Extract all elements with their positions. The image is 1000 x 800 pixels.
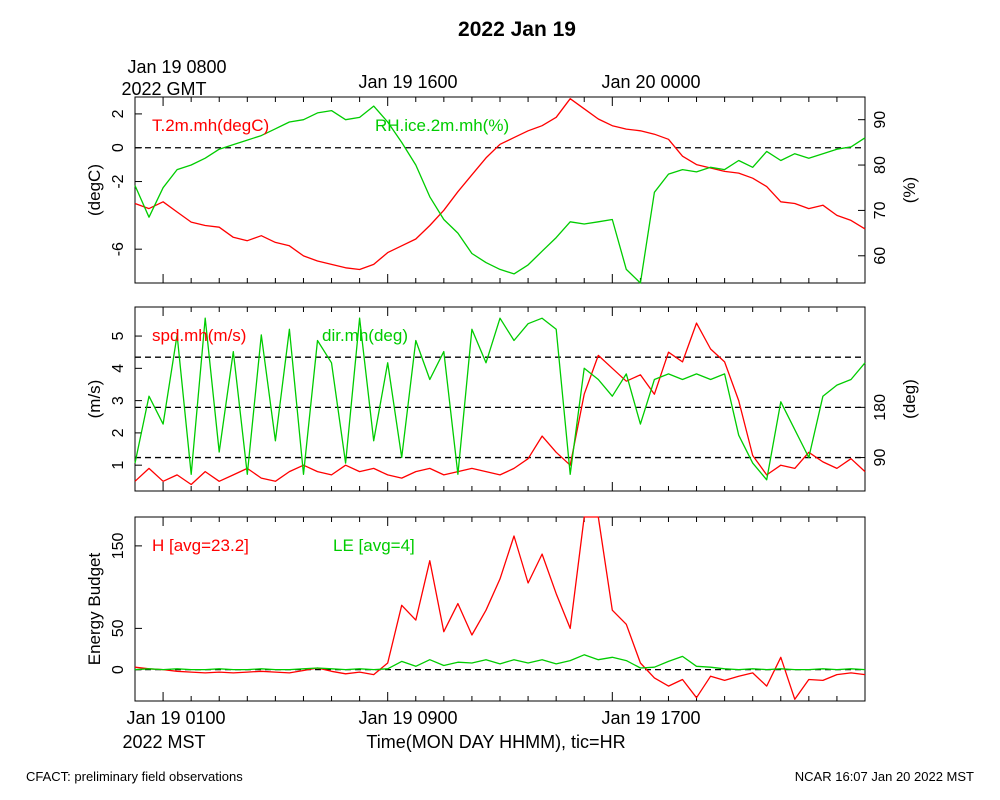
series-line-spd-mh-m-s- [134,322,866,486]
top-axis-year-label: 2022 GMT [121,79,206,99]
y-tick-label: 5 [110,332,127,341]
legend-red: H [avg=23.2] [152,536,249,555]
bottom-axis-year-label: 2022 MST [122,732,205,752]
y2-tick-label: 90 [872,111,889,129]
y-tick-label: 0 [110,143,127,152]
y-tick-label: -2 [110,174,127,188]
y-tick-label: 150 [110,532,127,559]
y2-tick-label: 90 [872,449,889,467]
y-tick-label: 2 [110,428,127,437]
series-line-dir-mh-deg- [134,317,866,481]
y-tick-label: -6 [110,242,127,256]
legend-red: T.2m.mh(degC) [152,116,269,135]
y-tick-label: 3 [110,396,127,405]
top-axis-label-1600: Jan 19 1600 [358,72,457,92]
bottom-axis-label-0100: Jan 19 0100 [126,708,225,728]
y-tick-label: 2 [110,109,127,118]
bottom-axis-label-0900: Jan 19 0900 [358,708,457,728]
y2-axis-title: (%) [900,177,919,203]
y2-tick-label: 70 [872,201,889,219]
panel-wind: 5 4 3 2 1 180 90 (m/s) (deg) spd.mh(m/s) dir.mh(de… [85,306,919,492]
top-axis-label-0000: Jan 20 0000 [601,72,700,92]
series-line-rh-ice-2m-mh- [134,105,866,284]
y2-axis-title: (deg) [900,379,919,419]
x-axis-title: Time(MON DAY HHMM), tic=HR [366,732,625,752]
y-tick-label: 4 [110,364,127,373]
legend-green: LE [avg=4] [333,536,415,555]
chart-title: 2022 Jan 19 [458,18,576,41]
y-tick-label: 50 [110,619,127,637]
legend-green: dir.mh(deg) [322,326,408,345]
series-line-le-avg-4- [134,654,866,671]
footer-right: NCAR 16:07 Jan 20 2022 MST [795,769,974,784]
y-axis-title: (degC) [85,164,104,216]
panel-temperature-rh: 2 0 -2 -6 90 80 70 60 (degC) (%) T.2m.mh(degC) RH.i… [85,96,919,284]
bottom-axis-label-1700: Jan 19 1700 [601,708,700,728]
y2-tick-label: 80 [872,156,889,174]
series-line-t-2m-mh-degc- [134,98,866,271]
y-tick-label: 1 [110,461,127,470]
legend-green: RH.ice.2m.mh(%) [375,116,509,135]
y2-tick-label: 60 [872,247,889,265]
y-axis-title: (m/s) [85,380,104,419]
footer-left: CFACT: preliminary field observations [26,769,243,784]
series-line-h-avg-23-2- [134,516,866,700]
panel-energy-budget: 150 50 0 Energy Budget H [avg=23.2] LE [avg=4… [85,516,866,702]
y2-tick-label: 180 [872,394,889,421]
y-axis-title: Energy Budget [85,552,104,665]
legend-red: spd.mh(m/s) [152,326,246,345]
top-axis-first-label: Jan 19 0800 [127,57,226,77]
y-tick-label: 0 [110,665,127,674]
